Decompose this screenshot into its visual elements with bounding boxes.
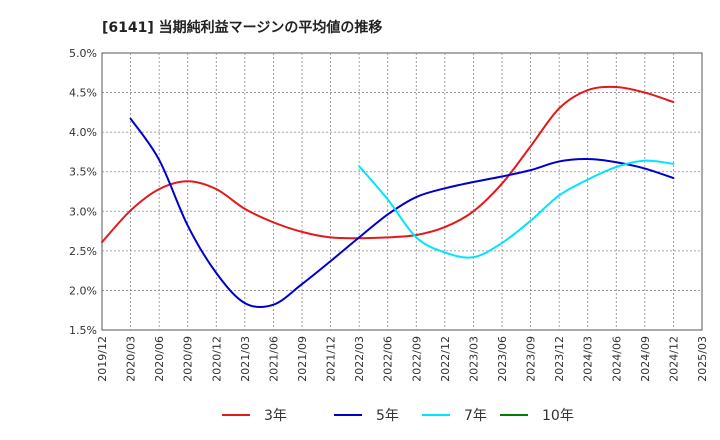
x-tick-label: 2023/03 [467,336,480,382]
chart-title: [6141] 当期純利益マージンの平均値の推移 [102,19,382,36]
x-tick-label: 2022/06 [382,336,395,382]
y-tick-label: 3.5% [69,166,97,179]
legend-label: 10年 [542,408,574,424]
plot-area [101,52,703,331]
x-tick-label: 2024/06 [610,336,623,382]
y-axis-ticks: 1.5% 2.0% 2.5% 3.0% 3.5% 4.0% 4.5% 5.0% [69,47,97,337]
x-tick-label: 2023/12 [553,336,566,382]
y-tick-label: 4.0% [69,126,97,139]
y-tick-label: 1.5% [69,324,97,337]
x-tick-label: 2021/09 [296,336,309,382]
x-tick-label: 2023/09 [525,336,538,382]
y-tick-label: 3.0% [69,205,97,218]
series-lines [101,85,675,309]
series-line-1 [101,85,675,244]
x-tick-label: 2022/12 [439,336,452,382]
legend-label: 5年 [376,408,399,424]
y-tick-label: 2.0% [69,284,97,297]
legend-label: 3年 [264,408,287,424]
x-tick-label: 2020/03 [125,336,138,382]
x-tick-label: 2024/03 [582,336,595,382]
x-tick-label: 2024/12 [667,336,680,382]
x-tick-label: 2024/09 [639,336,652,382]
x-tick-label: 2019/12 [96,336,109,382]
legend: 3年 5年 7年 10年 [222,408,574,424]
x-tick-label: 2022/09 [410,336,423,382]
x-tick-label: 2022/03 [353,336,366,382]
x-tick-label: 2020/12 [210,336,223,382]
y-tick-label: 4.5% [69,87,97,100]
y-tick-label: 2.5% [69,245,97,258]
x-tick-label: 2021/12 [325,336,338,382]
x-tick-label: 2021/03 [239,336,252,382]
x-tick-label: 2020/09 [182,336,195,382]
x-tick-label: 2023/06 [496,336,509,382]
series-line-3 [358,159,675,259]
x-tick-label: 2020/06 [153,336,166,382]
x-axis-ticks: 2019/12 2020/03 2020/06 2020/09 2020/12 2021/… [96,336,709,382]
x-tick-label: 2025/03 [696,336,709,382]
series-line-2 [129,117,675,309]
y-tick-label: 5.0% [69,47,97,60]
x-tick-label: 2021/06 [267,336,280,382]
legend-label: 7年 [464,408,487,424]
